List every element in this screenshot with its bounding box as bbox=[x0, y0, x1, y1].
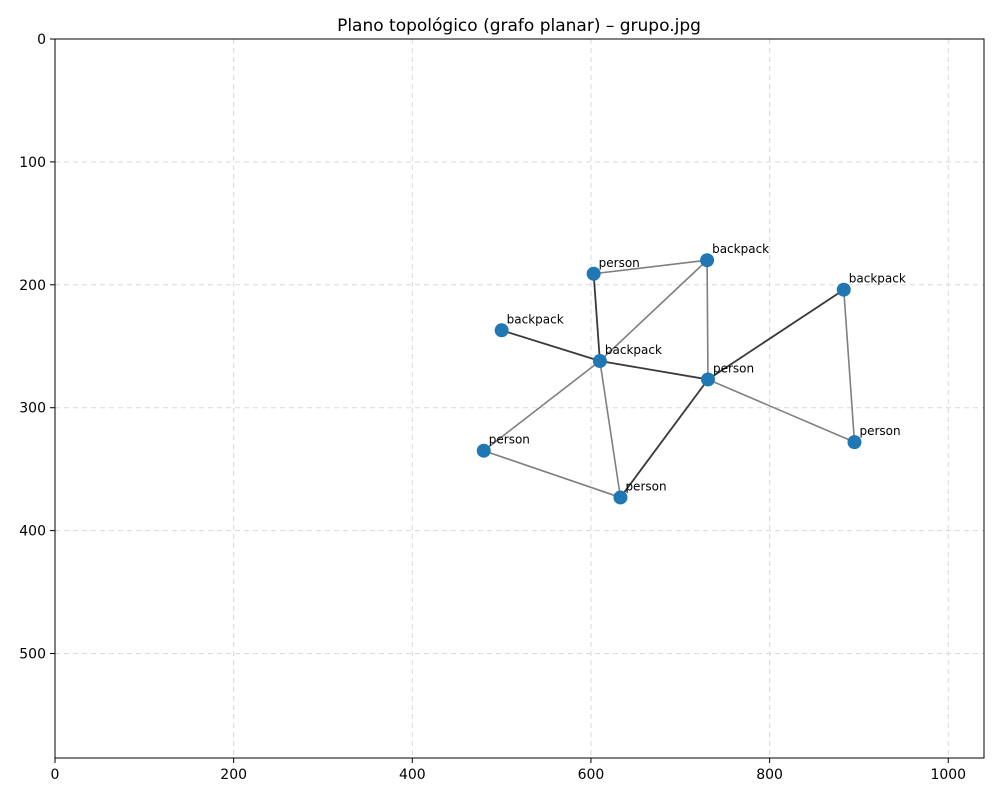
node-label: person bbox=[489, 433, 530, 447]
x-tick-label: 400 bbox=[399, 767, 426, 783]
y-tick-label: 0 bbox=[37, 32, 46, 48]
graph-node bbox=[700, 372, 715, 387]
node-labels: person backpack backpack backpack backpack pe… bbox=[489, 242, 906, 493]
node-label: backpack bbox=[712, 242, 769, 256]
graph-edge bbox=[707, 378, 856, 443]
graph-edge bbox=[598, 360, 709, 381]
graph-edge bbox=[599, 259, 708, 362]
graph-node bbox=[586, 266, 601, 281]
graph-node bbox=[476, 443, 491, 458]
node-label: person bbox=[599, 256, 640, 270]
axis-ticks: 0 200 400 600 800 1000 0 100 200 300 400 500 bbox=[19, 32, 966, 783]
graph-edge bbox=[482, 449, 622, 499]
graph-node bbox=[592, 354, 607, 369]
y-tick-label: 400 bbox=[19, 524, 46, 540]
y-tick-label: 500 bbox=[19, 647, 46, 663]
node-label: person bbox=[713, 361, 754, 375]
node-label: backpack bbox=[507, 312, 564, 326]
graph-edge bbox=[482, 360, 601, 452]
graph-nodes bbox=[476, 253, 862, 505]
x-tick-label: 1000 bbox=[930, 767, 966, 783]
graph-node bbox=[700, 253, 715, 268]
graph-edge bbox=[707, 288, 845, 381]
graph-node bbox=[847, 435, 862, 450]
graph-edge bbox=[619, 378, 709, 499]
grid bbox=[54, 38, 984, 758]
graph-edge bbox=[592, 259, 708, 275]
y-tick-label: 200 bbox=[19, 278, 46, 294]
x-tick-label: 600 bbox=[578, 767, 605, 783]
node-label: person bbox=[625, 479, 666, 493]
graph-edge bbox=[706, 259, 709, 381]
x-tick-label: 0 bbox=[51, 767, 60, 783]
plot-frame bbox=[54, 38, 985, 759]
graph-edge bbox=[599, 360, 622, 499]
x-tick-label: 800 bbox=[756, 767, 783, 783]
y-tick-label: 100 bbox=[19, 155, 46, 171]
graph-node bbox=[836, 282, 851, 297]
y-tick-label: 300 bbox=[19, 401, 46, 417]
chart-title: Plano topológico (grafo planar) – grupo.… bbox=[337, 16, 701, 36]
graph-edge bbox=[592, 272, 601, 362]
graph-edge bbox=[842, 288, 856, 443]
node-label: backpack bbox=[849, 272, 906, 286]
node-label: backpack bbox=[605, 343, 662, 357]
x-tick-label: 200 bbox=[220, 767, 247, 783]
graph-edge bbox=[500, 329, 601, 362]
graph-node bbox=[613, 490, 628, 505]
graph-edges bbox=[482, 259, 856, 499]
node-label: person bbox=[859, 424, 900, 438]
graph-node bbox=[494, 323, 509, 338]
